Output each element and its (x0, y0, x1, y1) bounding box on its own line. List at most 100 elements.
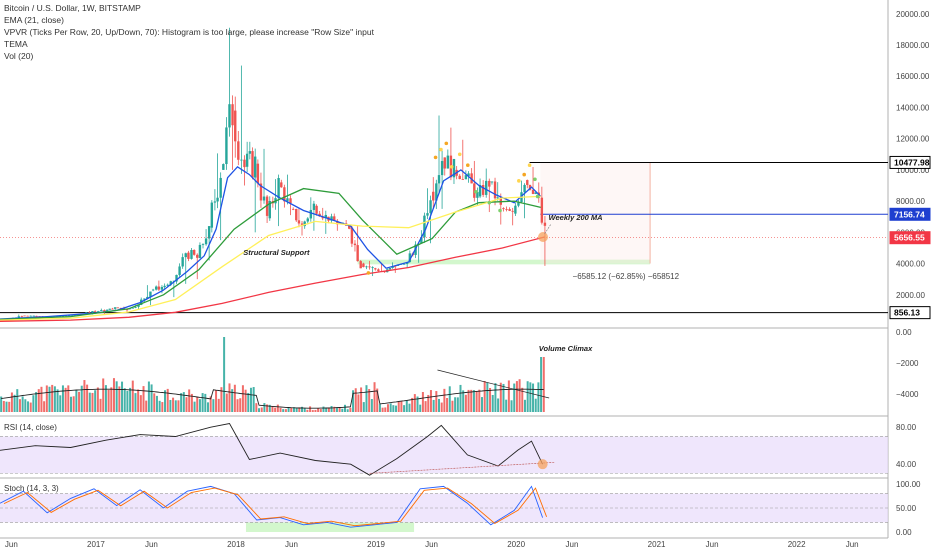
candles (0, 27, 547, 320)
rsi-pane-label[interactable]: RSI (14, close) (4, 423, 57, 432)
legend-vol[interactable]: Vol (20) (4, 51, 34, 61)
candle (511, 210, 514, 212)
time-axis-tick: Jun (566, 540, 579, 549)
candle (464, 175, 468, 180)
volume-bar (193, 401, 196, 412)
volume-bar (405, 400, 408, 412)
candle (248, 151, 252, 154)
volume-bar (236, 399, 239, 412)
candle (353, 243, 357, 246)
candle (461, 179, 465, 180)
candle (440, 161, 444, 176)
volume-bar (475, 391, 478, 412)
legend-symbol-title[interactable]: Bitcoin / U.S. Dollar, 1W, BITSTAMP (4, 3, 141, 13)
volume-bar (413, 394, 416, 412)
volume-bar (75, 389, 78, 412)
volume-bar (139, 395, 142, 412)
volume-bar (182, 392, 185, 412)
volume-bar (166, 388, 169, 412)
candle (243, 159, 246, 168)
stoch-pane-label[interactable]: Stoch (14, 3, 3) (4, 484, 59, 493)
volume-bar (292, 407, 295, 412)
candle (131, 307, 134, 309)
volume-bar (373, 382, 376, 412)
candle (286, 198, 289, 202)
volume-bar (470, 389, 473, 412)
volume-bar (255, 403, 258, 412)
volume-bar (177, 400, 180, 412)
candle (371, 267, 374, 269)
volume-bar (29, 402, 32, 412)
volume-bar (80, 385, 83, 412)
volume-bar (497, 398, 500, 412)
candle (210, 202, 214, 228)
volume-bar (456, 397, 459, 412)
candle (20, 316, 24, 318)
candle (408, 253, 412, 262)
candle (388, 268, 392, 270)
volume-bar (440, 402, 443, 412)
volume-bar (317, 408, 320, 412)
candle (531, 189, 535, 194)
legend-tema[interactable]: TEMA (4, 39, 28, 49)
tema-marker (474, 189, 478, 194)
volume-bar (161, 402, 164, 412)
volume-bar (389, 403, 392, 412)
candle (160, 286, 164, 290)
volume-bar (284, 409, 287, 412)
candle (187, 252, 190, 259)
time-axis-tick: 2018 (227, 540, 245, 549)
volume-bar (67, 385, 70, 412)
volume-bar (204, 393, 207, 412)
volume-bar (502, 383, 505, 412)
rsi-axis-tick: 80.00 (896, 423, 917, 432)
candle (280, 182, 283, 188)
stoch-axis-tick: 50.00 (896, 504, 917, 513)
volume-bar (51, 384, 54, 412)
volume-bar (78, 391, 81, 412)
rsi-highlight (537, 459, 548, 470)
volume-bar (112, 378, 115, 412)
volume-bar (368, 389, 371, 412)
volume-bar (180, 393, 183, 412)
candle (429, 200, 432, 214)
candle (540, 197, 544, 223)
volume-bar (247, 392, 250, 412)
volume-bar (532, 383, 535, 412)
volume-bar (443, 388, 446, 412)
candle (283, 187, 286, 202)
candle (97, 311, 100, 312)
candle (277, 178, 280, 199)
volume-bar (362, 402, 365, 412)
tema-marker (517, 179, 521, 183)
time-axis-tick: 2019 (367, 540, 385, 549)
candle (207, 226, 211, 239)
candle (446, 155, 450, 169)
volume-bar (274, 407, 277, 412)
legend-ema[interactable]: EMA (21, close) (4, 15, 64, 25)
volume-bar (429, 390, 432, 412)
volume-bar (190, 393, 193, 412)
volume-bar (21, 396, 24, 412)
volume-bar (72, 396, 75, 412)
volume-bar (249, 387, 252, 412)
volume-bar (198, 399, 201, 412)
price-axis-tick: 2000.00 (896, 291, 925, 300)
volume-bar (325, 407, 328, 412)
price-tag-box (889, 207, 931, 221)
candle (517, 202, 520, 206)
volume-bar (43, 401, 46, 412)
time-axis-tick: Jun (145, 540, 158, 549)
candle (204, 238, 208, 245)
legend-vpvr[interactable]: VPVR (Ticks Per Row, 20, Up/Down, 70): H… (4, 27, 374, 37)
candle (309, 209, 313, 219)
volume-bar (118, 386, 121, 412)
candle (93, 311, 97, 312)
tema-marker (366, 271, 371, 275)
candle (103, 310, 106, 312)
volume-bar (94, 390, 97, 412)
volume-bar (96, 387, 99, 412)
ma-line-1 (0, 187, 541, 321)
volume-bar (489, 387, 492, 412)
